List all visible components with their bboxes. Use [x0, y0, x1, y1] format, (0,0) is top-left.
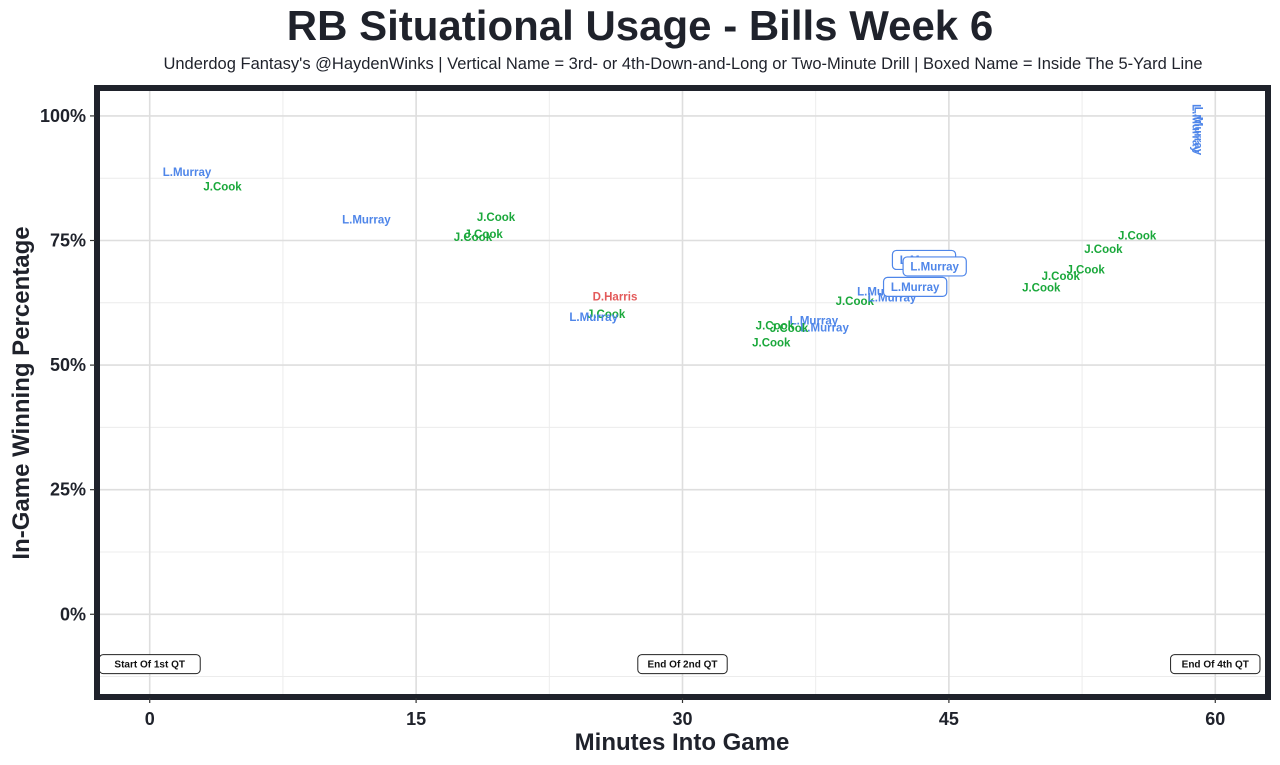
y-tick-label: 0%	[60, 604, 86, 624]
player-label-box	[882, 276, 948, 297]
player-label: J.Cook	[1118, 231, 1157, 243]
chart-subtitle: Underdog Fantasy's @HaydenWinks | Vertic…	[163, 55, 1203, 73]
player-label: J.Cook	[756, 321, 795, 333]
y-tick-label: 100%	[40, 106, 86, 126]
player-label: L.Murray	[800, 323, 849, 335]
grid	[100, 91, 1265, 694]
player-label: L.Murray	[163, 167, 212, 179]
x-axis-ticks: 0 15 30 45 60	[145, 698, 1225, 729]
player-label: J.Cook	[1042, 271, 1081, 283]
player-label-boxed: L.Murray	[902, 256, 967, 277]
player-label-boxed: L.Murray	[882, 276, 948, 297]
player-label: J.Cook	[477, 212, 516, 224]
quarter-marker: Start Of 1st QT	[98, 654, 201, 675]
quarter-marker-box	[637, 654, 728, 675]
x-tick-label: 30	[672, 709, 692, 729]
y-axis-title: In-Game Winning Percentage	[8, 226, 35, 559]
player-label: J.Cook	[1022, 282, 1061, 294]
player-label: L.Murray	[569, 312, 618, 324]
quarter-marker-label: End Of 2nd QT	[648, 660, 718, 671]
player-label: D.Harris	[593, 291, 638, 303]
player-label: J.Cook	[464, 229, 503, 241]
chart-title: RB Situational Usage - Bills Week 6	[286, 2, 994, 49]
player-label: J.Cook	[1066, 264, 1105, 276]
player-label: J.Cook	[770, 323, 809, 335]
player-label-box	[902, 256, 967, 277]
player-label: J.Cook	[836, 296, 875, 308]
quarter-marker: End Of 4th QT	[1170, 654, 1261, 675]
player-label: J.Cook	[752, 338, 791, 350]
player-label: J.Cook	[587, 309, 626, 321]
player-label: L.Murray	[342, 215, 391, 227]
quarter-marker-label: Start Of 1st QT	[114, 660, 185, 671]
plot-border	[94, 85, 1271, 700]
player-label: J.Cook	[454, 232, 493, 244]
player-label-vertical: L.Murray	[1190, 104, 1202, 153]
y-tick-label: 50%	[50, 355, 86, 375]
quarter-marker-box	[1170, 654, 1261, 675]
player-label: J.Cook	[203, 182, 242, 194]
quarter-markers: Start Of 1st QT End Of 2nd QT End Of 4th Q…	[98, 654, 1261, 675]
player-label-text: L.Murray	[891, 282, 940, 294]
x-tick-label: 45	[939, 709, 959, 729]
player-label: J.Cook	[1084, 244, 1123, 256]
x-tick-label: 60	[1205, 709, 1225, 729]
x-axis-title: Minutes Into Game	[575, 729, 790, 756]
player-label-vertical: L.Murray	[1191, 107, 1203, 156]
quarter-marker-label: End Of 4th QT	[1182, 660, 1249, 671]
quarter-marker: End Of 2nd QT	[637, 654, 728, 675]
player-label-text: L.Murray	[910, 261, 959, 273]
player-label: L.Murray	[790, 316, 839, 328]
y-tick-label: 25%	[50, 480, 86, 500]
y-tick-label: 75%	[50, 231, 86, 251]
x-tick-label: 0	[145, 709, 155, 729]
y-axis-ticks: 0% 25% 50% 75% 100%	[40, 106, 95, 624]
x-tick-label: 15	[406, 709, 426, 729]
